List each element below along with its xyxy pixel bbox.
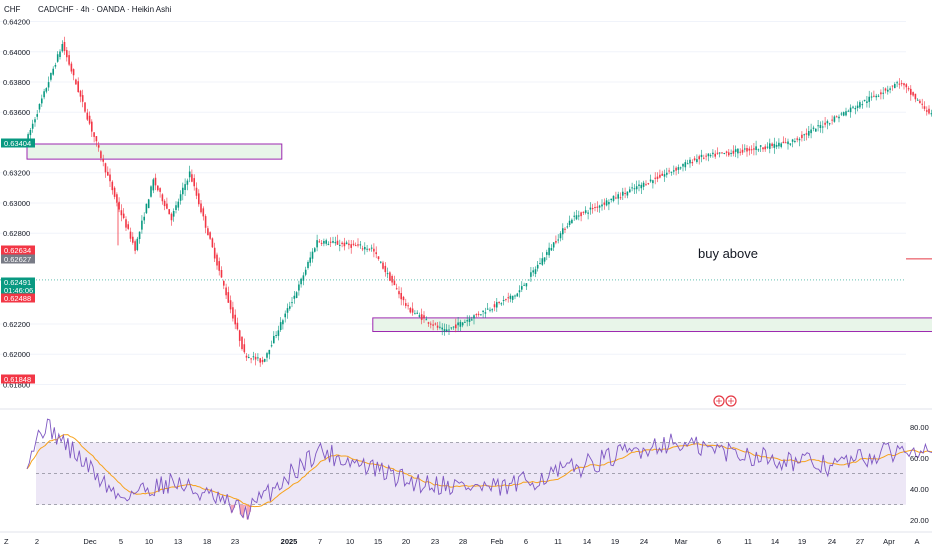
time-axis-tick: 2 xyxy=(35,537,39,546)
rsi-pane xyxy=(26,418,932,520)
support-resistance-zone[interactable] xyxy=(372,317,932,333)
price-axis-tick: 0.62800 xyxy=(3,229,30,238)
rsi-axis-tick: 80.00 xyxy=(910,423,929,432)
price-tag-box xyxy=(1,277,35,287)
time-axis-tick: Feb xyxy=(491,537,504,546)
time-axis-tick: 23 xyxy=(431,537,439,546)
currency-label: CHF xyxy=(4,5,21,14)
time-axis-tick: 19 xyxy=(611,537,619,546)
time-axis-tick: 24 xyxy=(640,537,648,546)
price-axis-tick: 0.62000 xyxy=(3,350,30,359)
price-tag-box xyxy=(1,245,35,255)
symbol-title: CAD/CHF · 4h · OANDA · Heikin Ashi xyxy=(38,5,172,14)
time-axis-tick: 24 xyxy=(828,537,836,546)
time-axis[interactable]: 2 Dec 5 10 13 18 23 2025 7 10 15 20 23 28 Feb 6 11 14 19 24… xyxy=(35,537,920,546)
time-axis-tick: 7 xyxy=(318,537,322,546)
time-axis-tick: Dec xyxy=(83,537,97,546)
time-axis-tick: 15 xyxy=(374,537,382,546)
rsi-axis-tick: 20.00 xyxy=(910,516,929,525)
time-axis-tick: 10 xyxy=(346,537,354,546)
time-axis-tick: 14 xyxy=(771,537,779,546)
price-tag-text: 0.62627 xyxy=(4,255,31,264)
time-axis-tick: 23 xyxy=(231,537,239,546)
price-tag-text: 0.63404 xyxy=(4,139,31,148)
price-tag-text: 0.62634 xyxy=(4,246,31,255)
time-axis-tick: 2025 xyxy=(281,537,298,546)
support-resistance-zone[interactable] xyxy=(26,143,283,160)
price-axis-tick: 0.63600 xyxy=(3,108,30,117)
rsi-axis-tick: 60.00 xyxy=(910,454,929,463)
timezone-corner-label[interactable]: Z xyxy=(4,537,9,546)
time-axis-tick: 27 xyxy=(856,537,864,546)
time-axis-tick: 14 xyxy=(583,537,591,546)
buy-above-label[interactable]: buy above xyxy=(698,246,758,261)
economic-events-icon[interactable] xyxy=(713,395,737,407)
price-tag-text: 01:46:06 xyxy=(4,286,33,295)
time-axis-tick: 11 xyxy=(744,537,752,546)
price-tag-box xyxy=(1,285,35,295)
time-axis-tick: 13 xyxy=(174,537,182,546)
price-tag-text: 0.62491 xyxy=(4,278,31,287)
price-grid xyxy=(0,21,906,385)
rsi-axis[interactable]: 80.00 60.00 40.00 20.00 xyxy=(910,423,929,525)
time-axis-tick: 6 xyxy=(524,537,528,546)
time-axis-tick: 6 xyxy=(717,537,721,546)
price-axis-tick: 0.64000 xyxy=(3,48,30,57)
time-axis-tick: 10 xyxy=(145,537,153,546)
price-axis-tick: 0.63000 xyxy=(3,199,30,208)
price-tag-box xyxy=(1,254,35,264)
rsi-line xyxy=(26,418,932,520)
price-tag-box xyxy=(1,138,35,148)
time-axis-tick: 11 xyxy=(554,537,562,546)
time-axis-tick: 20 xyxy=(402,537,410,546)
price-tags: 0.634040.626340.626270.6249101:46:060.62… xyxy=(1,138,35,384)
price-tag-text: 0.62488 xyxy=(4,294,31,303)
time-axis-tick: 28 xyxy=(459,537,467,546)
price-axis-tick: 0.61800 xyxy=(3,380,30,389)
time-axis-tick: Mar xyxy=(675,537,688,546)
time-axis-tick: 18 xyxy=(203,537,211,546)
price-tag-text: 0.61848 xyxy=(4,375,31,384)
price-tag-box xyxy=(1,293,35,303)
time-axis-tick: 5 xyxy=(119,537,123,546)
time-axis-tick: 19 xyxy=(798,537,806,546)
price-axis[interactable]: 0.64200 0.64000 0.63800 0.63600 0.63200 0.630… xyxy=(3,18,30,390)
price-tag-box xyxy=(1,374,35,384)
rsi-oversold-fill xyxy=(230,504,252,520)
price-axis-tick: 0.63200 xyxy=(3,169,30,178)
price-axis-tick: 0.62200 xyxy=(3,320,30,329)
price-axis-tick: 0.63800 xyxy=(3,78,30,87)
price-axis-tick: 0.64200 xyxy=(3,18,30,27)
time-axis-tick: A xyxy=(914,537,919,546)
zones-layer[interactable] xyxy=(26,143,932,333)
rsi-axis-tick: 40.00 xyxy=(910,485,929,494)
rsi-ma-line xyxy=(26,434,932,508)
time-axis-tick: Apr xyxy=(883,537,895,546)
